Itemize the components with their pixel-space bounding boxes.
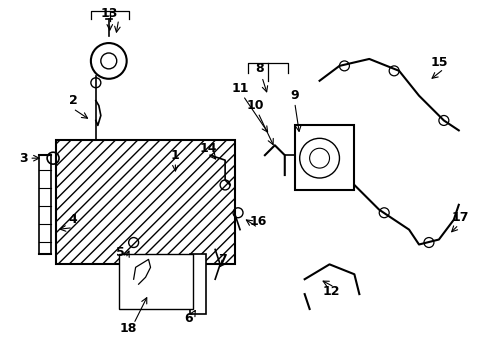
Text: 7: 7 <box>218 253 226 266</box>
Text: 15: 15 <box>430 57 448 69</box>
Text: 10: 10 <box>246 99 264 112</box>
Text: 8: 8 <box>256 62 264 75</box>
Text: 17: 17 <box>452 211 469 224</box>
Bar <box>294 125 354 190</box>
Text: 2: 2 <box>69 94 77 107</box>
Text: 14: 14 <box>199 142 217 155</box>
Text: 16: 16 <box>249 215 267 228</box>
Bar <box>39 155 51 255</box>
Text: 4: 4 <box>69 213 77 226</box>
Text: 3: 3 <box>19 152 27 165</box>
Text: 6: 6 <box>184 312 193 325</box>
Text: 13: 13 <box>100 7 118 20</box>
Text: 11: 11 <box>231 82 249 95</box>
Bar <box>56 140 235 264</box>
Text: 5: 5 <box>116 246 125 259</box>
Bar <box>190 255 206 314</box>
Text: 18: 18 <box>120 322 137 336</box>
Text: 1: 1 <box>171 149 180 162</box>
Text: 12: 12 <box>323 285 340 298</box>
Bar <box>119 255 193 309</box>
Text: 9: 9 <box>291 89 299 102</box>
